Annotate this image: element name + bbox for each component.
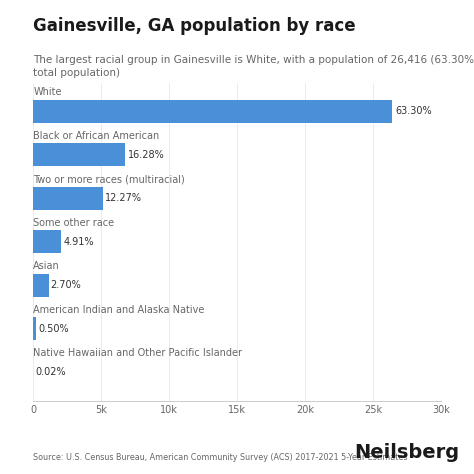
Text: 63.30%: 63.30% bbox=[396, 106, 432, 116]
Text: 12.27%: 12.27% bbox=[105, 193, 142, 203]
Bar bbox=[33, 144, 126, 166]
Bar bbox=[33, 230, 61, 253]
Text: 2.70%: 2.70% bbox=[51, 280, 82, 290]
Text: Source: U.S. Census Bureau, American Community Survey (ACS) 2017-2021 5-Year Est: Source: U.S. Census Bureau, American Com… bbox=[33, 453, 408, 462]
Text: The largest racial group in Gainesville is White, with a population of 26,416 (6: The largest racial group in Gainesville … bbox=[33, 55, 474, 78]
Text: 0.02%: 0.02% bbox=[36, 367, 66, 377]
Bar bbox=[33, 187, 103, 210]
Text: Some other race: Some other race bbox=[33, 218, 114, 228]
Text: Neilsberg: Neilsberg bbox=[355, 443, 460, 462]
Text: Two or more races (multiracial): Two or more races (multiracial) bbox=[33, 174, 185, 184]
Text: Native Hawaiian and Other Pacific Islander: Native Hawaiian and Other Pacific Island… bbox=[33, 348, 242, 358]
Text: Gainesville, GA population by race: Gainesville, GA population by race bbox=[33, 17, 356, 35]
Bar bbox=[33, 318, 36, 340]
Text: 16.28%: 16.28% bbox=[128, 150, 164, 160]
Text: American Indian and Alaska Native: American Indian and Alaska Native bbox=[33, 305, 205, 315]
Text: White: White bbox=[33, 87, 62, 97]
Text: Asian: Asian bbox=[33, 261, 60, 271]
Bar bbox=[33, 274, 48, 297]
Text: 4.91%: 4.91% bbox=[63, 237, 93, 247]
Bar bbox=[33, 100, 392, 123]
Text: 0.50%: 0.50% bbox=[38, 324, 69, 334]
Text: Black or African American: Black or African American bbox=[33, 131, 159, 141]
